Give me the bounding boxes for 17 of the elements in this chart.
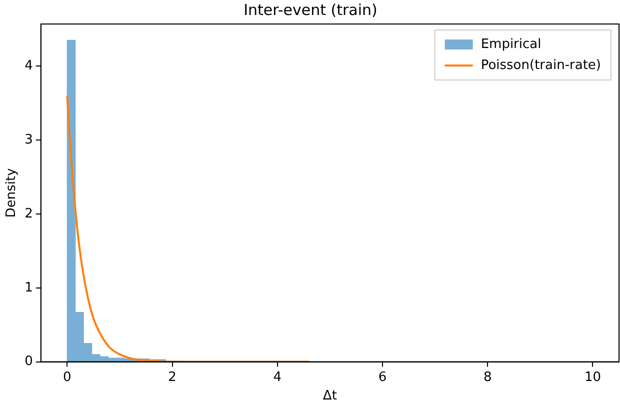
y-tick-label: 3 (24, 132, 33, 148)
x-tick-label: 4 (273, 370, 282, 385)
x-tick-label: 8 (483, 370, 492, 385)
x-tick-label: 10 (584, 370, 601, 385)
y-tick-label: 2 (24, 206, 33, 222)
line-series (66, 94, 310, 362)
y-tick-label: 1 (24, 280, 33, 296)
y-tick-label: 0 (24, 354, 33, 370)
x-axis-title: Δt (322, 388, 337, 404)
chart-title: Inter-event (train) (244, 0, 378, 19)
x-tick-label: 2 (168, 370, 176, 385)
x-tick-label: 6 (378, 370, 387, 385)
y-axis-title: Density (4, 168, 20, 218)
y-tick-label: 4 (24, 58, 33, 74)
x-tick-label: 0 (63, 370, 72, 385)
legend-label: Poisson(train-rate) (480, 58, 602, 73)
legend-label: Empirical (480, 36, 542, 52)
